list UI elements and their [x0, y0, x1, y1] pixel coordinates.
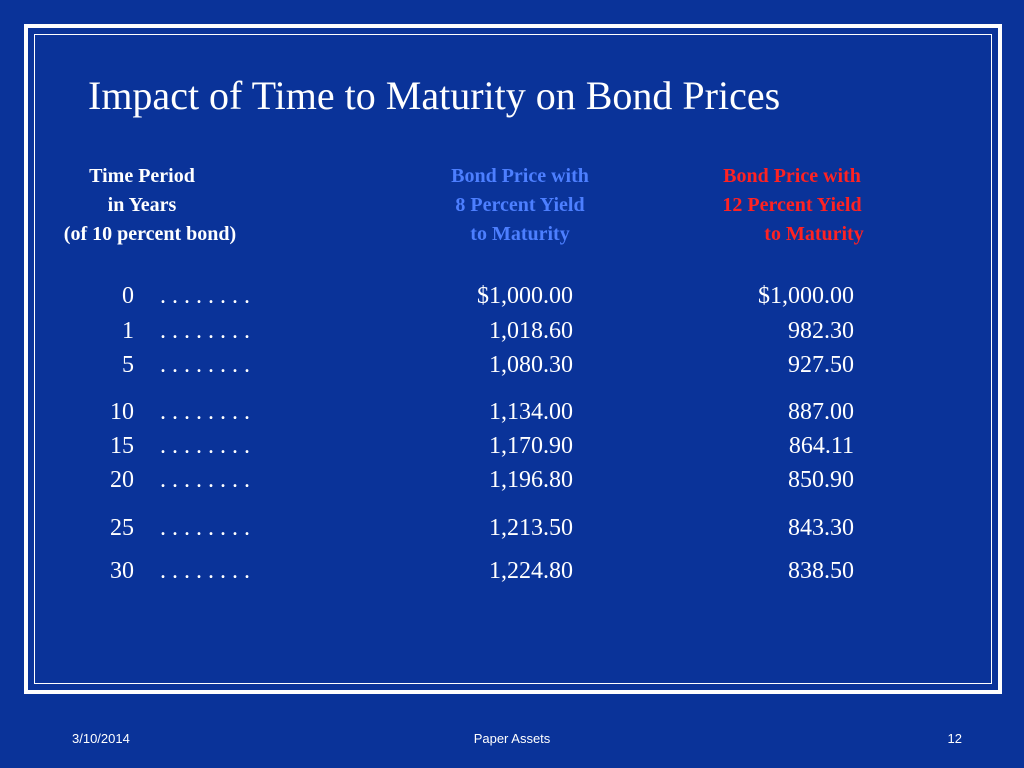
row-years: 15	[110, 433, 134, 459]
price-8-percent: 1,196.80	[489, 467, 573, 493]
table-row: 1 . . . . . . . . 1,018.60 982.30	[0, 318, 1024, 348]
price-12-percent: 843.30	[788, 515, 854, 541]
price-12-percent: 838.50	[788, 558, 854, 584]
price-12-percent: 850.90	[788, 467, 854, 493]
table-row: 20 . . . . . . . . 1,196.80 850.90	[0, 467, 1024, 497]
price-8-percent: 1,224.80	[489, 558, 573, 584]
column-header-time: Time Period in Years (of 10 percent bond…	[30, 162, 270, 249]
header-line: to Maturity	[470, 223, 570, 245]
header-line: Time Period	[89, 165, 195, 187]
header-line: in Years	[107, 194, 177, 216]
table-row: 25 . . . . . . . . 1,213.50 843.30	[0, 515, 1024, 545]
column-header-12-percent: Bond Price with 12 Percent Yield to Matu…	[680, 162, 920, 249]
leader-dots: . . . . . . . .	[160, 283, 250, 309]
table-row: 5 . . . . . . . . 1,080.30 927.50	[0, 352, 1024, 382]
price-8-percent: 1,018.60	[489, 318, 573, 344]
price-8-percent: 1,080.30	[489, 352, 573, 378]
header-line: Bond Price with	[723, 165, 861, 187]
leader-dots: . . . . . . . .	[160, 399, 250, 425]
header-line: 8 Percent Yield	[455, 194, 585, 216]
footer-date: 3/10/2014	[72, 731, 130, 746]
leader-dots: . . . . . . . .	[160, 467, 250, 493]
column-header-8-percent: Bond Price with 8 Percent Yield to Matur…	[400, 162, 640, 249]
row-years: 20	[110, 467, 134, 493]
price-12-percent: 887.00	[788, 399, 854, 425]
leader-dots: . . . . . . . .	[160, 352, 250, 378]
row-years: 10	[110, 399, 134, 425]
row-years: 0	[122, 283, 134, 309]
header-line: (of 10 percent bond)	[63, 223, 237, 245]
leader-dots: . . . . . . . .	[160, 558, 250, 584]
footer-page-number: 12	[947, 731, 962, 746]
row-years: 30	[110, 558, 134, 584]
row-years: 5	[122, 352, 134, 378]
slide-frame-inner	[34, 34, 992, 684]
table-row: 0 . . . . . . . . $1,000.00 $1,000.00	[0, 283, 1024, 313]
slide-frame-outer	[24, 24, 1002, 694]
table-row: 10 . . . . . . . . 1,134.00 887.00	[0, 399, 1024, 429]
table-row: 15 . . . . . . . . 1,170.90 864.11	[0, 433, 1024, 463]
header-line: Bond Price with	[451, 165, 589, 187]
table-row: 30 . . . . . . . . 1,224.80 838.50	[0, 558, 1024, 588]
header-line: to Maturity	[764, 223, 864, 245]
leader-dots: . . . . . . . .	[160, 433, 250, 459]
row-years: 25	[110, 515, 134, 541]
slide-title: Impact of Time to Maturity on Bond Price…	[88, 73, 781, 118]
header-line: 12 Percent Yield	[722, 194, 862, 216]
price-12-percent: 927.50	[788, 352, 854, 378]
price-8-percent: 1,134.00	[489, 399, 573, 425]
footer-title: Paper Assets	[473, 731, 551, 746]
price-12-percent: 982.30	[788, 318, 854, 344]
price-12-percent: $1,000.00	[758, 283, 854, 309]
price-12-percent: 864.11	[788, 433, 854, 459]
price-8-percent: $1,000.00	[477, 283, 573, 309]
price-8-percent: 1,213.50	[489, 515, 573, 541]
leader-dots: . . . . . . . .	[160, 318, 250, 344]
leader-dots: . . . . . . . .	[160, 515, 250, 541]
row-years: 1	[122, 318, 134, 344]
price-8-percent: 1,170.90	[489, 433, 573, 459]
